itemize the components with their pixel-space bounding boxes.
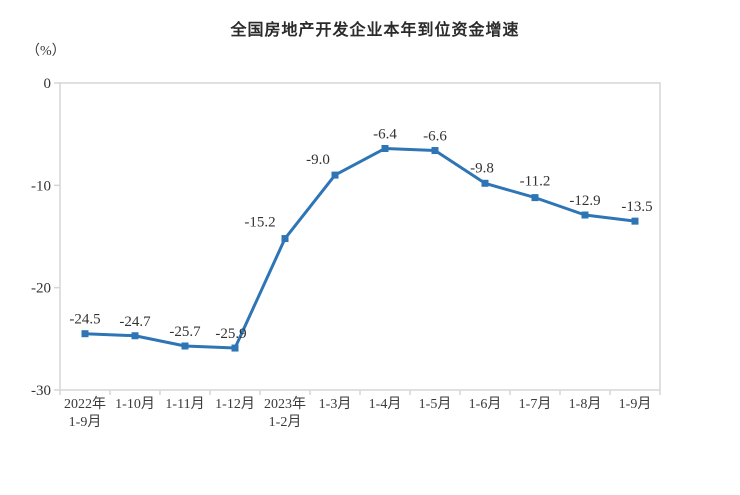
data-point-label: -9.8 xyxy=(470,160,494,176)
data-point-label: -13.5 xyxy=(621,199,652,215)
x-axis-category-label: 1-5月 xyxy=(419,396,452,412)
x-axis-category-label: 1-4月 xyxy=(369,396,402,412)
x-axis-category-label: 1-11月 xyxy=(165,396,204,412)
x-axis-category-label: 1-6月 xyxy=(469,396,502,412)
data-point-marker xyxy=(531,194,539,202)
x-axis-category-label: 1-7月 xyxy=(519,396,552,412)
data-point-marker xyxy=(281,235,289,243)
data-point-label: -12.9 xyxy=(569,193,600,209)
x-axis-category-label: 1-2月 xyxy=(269,414,302,430)
plot-border xyxy=(59,82,661,391)
data-point-marker xyxy=(481,179,489,187)
data-point-label: -6.6 xyxy=(423,129,447,145)
data-point-label: -24.5 xyxy=(69,312,100,328)
x-axis-category-label: 1-3月 xyxy=(319,396,352,412)
data-point-marker xyxy=(81,330,89,338)
x-axis-category-label: 2023年 xyxy=(264,396,306,412)
data-point-label: -24.7 xyxy=(119,314,151,330)
y-axis-tick-label: 0 xyxy=(44,76,52,92)
y-axis-unit-label: （%） xyxy=(26,44,66,59)
data-point-label: -15.2 xyxy=(244,215,275,231)
x-axis-category-label: 1-10月 xyxy=(115,396,155,412)
x-axis-category-label: 2022年 xyxy=(64,396,106,412)
data-point-marker xyxy=(231,344,239,352)
x-axis-category-label: 1-9月 xyxy=(69,414,102,430)
data-point-marker xyxy=(131,332,139,340)
data-point-label: -25.9 xyxy=(215,326,246,342)
data-point-label: -9.0 xyxy=(306,152,330,168)
y-axis-tick-label: -30 xyxy=(31,383,51,399)
data-point-marker xyxy=(181,342,189,350)
y-axis-tick-label: -10 xyxy=(31,178,51,194)
data-point-label: -6.4 xyxy=(373,126,397,142)
data-point-label: -25.7 xyxy=(169,324,201,340)
y-axis-tick-label: -20 xyxy=(31,281,51,297)
x-axis-category-label: 1-9月 xyxy=(619,396,652,412)
data-point-label: -11.2 xyxy=(520,174,551,190)
data-point-marker xyxy=(431,147,439,155)
data-point-marker xyxy=(331,171,339,179)
data-point-marker xyxy=(631,217,639,225)
chart-title: 全国房地产开发企业本年到位资金增速 xyxy=(230,22,520,39)
x-axis-category-label: 1-8月 xyxy=(569,396,602,412)
x-axis-category-label: 1-12月 xyxy=(215,396,255,412)
data-line xyxy=(83,146,637,350)
data-point-marker xyxy=(381,144,389,152)
data-point-marker xyxy=(581,211,589,219)
